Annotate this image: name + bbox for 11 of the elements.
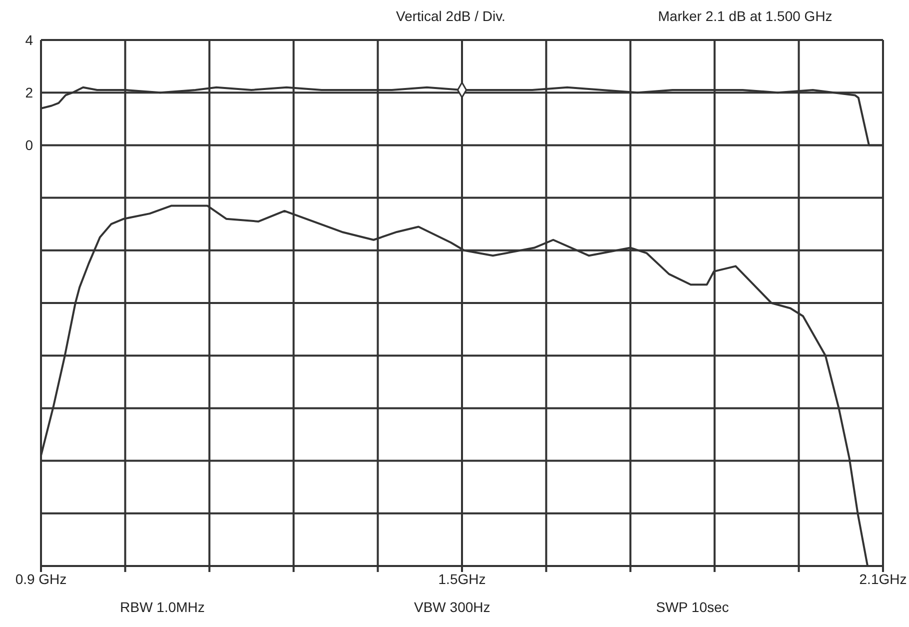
x-tick-label: 2.1GHz — [859, 570, 907, 587]
x-tick-label: 1.5GHz — [438, 570, 486, 587]
y-tick-label: 2 — [25, 84, 34, 101]
text: Vertical 2dB / Div. — [396, 8, 506, 24]
x-tick-label: 0.9 GHz — [15, 570, 67, 587]
text: Marker 2.1 dB at 1.500 GHz — [658, 8, 832, 24]
y-tick-label: 4 — [25, 32, 34, 48]
text: SWP 10sec — [656, 599, 729, 615]
text: RBW 1.0MHz — [120, 599, 205, 615]
text: VBW 300Hz — [414, 599, 490, 615]
y-tick-label: 0 — [25, 137, 34, 154]
